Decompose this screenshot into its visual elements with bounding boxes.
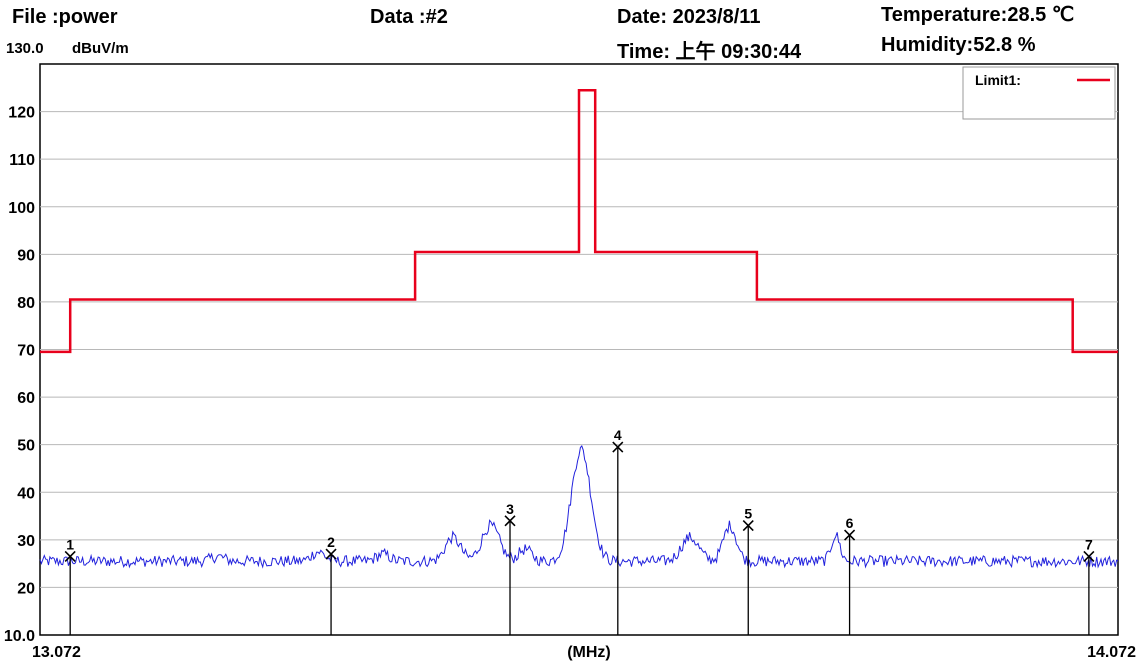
legend-box <box>962 66 1116 120</box>
y-tick-label: 60 <box>17 390 35 407</box>
marker-label: 3 <box>506 501 514 517</box>
y-tick-label: 20 <box>17 580 35 597</box>
marker-cross <box>64 550 76 563</box>
y-tick-label: 80 <box>17 295 35 312</box>
marker-cross <box>612 441 624 453</box>
marker-cross <box>844 529 856 541</box>
marker-cross <box>325 548 337 560</box>
legend-entry-label: Limit1: <box>975 72 1021 88</box>
marker-label: 4 <box>614 427 622 443</box>
y-tick-label: 90 <box>17 247 35 264</box>
file-name: File :power <box>12 6 118 28</box>
x-tick-label: 13.072 <box>32 644 81 661</box>
y-tick-label: 100 <box>8 200 35 217</box>
temperature-label: Temperature:28.5 ℃ <box>881 4 1075 26</box>
y-tick-label: 40 <box>17 485 35 502</box>
limit-line <box>40 88 1118 354</box>
y-tick-label: 110 <box>9 152 35 169</box>
marker-label: 1 <box>66 536 74 552</box>
marker-label: 2 <box>327 534 335 550</box>
humidity-label: Humidity:52.8 % <box>881 34 1036 56</box>
y-unit-label: dBuV/m <box>72 40 129 57</box>
marker-cross <box>504 515 516 527</box>
marker-cross <box>742 519 754 532</box>
y-top-value: 130.0 <box>6 40 44 57</box>
y-tick-label: 70 <box>17 343 35 360</box>
y-tick-label: 10.0 <box>4 628 35 645</box>
y-tick-label: 30 <box>17 533 35 550</box>
x-axis-label: (MHz) <box>567 644 611 661</box>
y-tick-label: 50 <box>17 438 35 455</box>
date-label: Date: 2023/8/11 <box>617 6 761 28</box>
x-tick-label: 14.072 <box>1087 644 1136 661</box>
time-label: Time: 上午 09:30:44 <box>617 41 802 63</box>
marker-label: 6 <box>846 515 854 531</box>
measurement-trace <box>39 445 1119 569</box>
marker-label: 5 <box>744 506 752 522</box>
marker-cross <box>1083 550 1095 563</box>
marker-label: 7 <box>1085 536 1093 552</box>
data-id: Data :#2 <box>370 6 448 28</box>
y-tick-label: 120 <box>8 105 35 122</box>
